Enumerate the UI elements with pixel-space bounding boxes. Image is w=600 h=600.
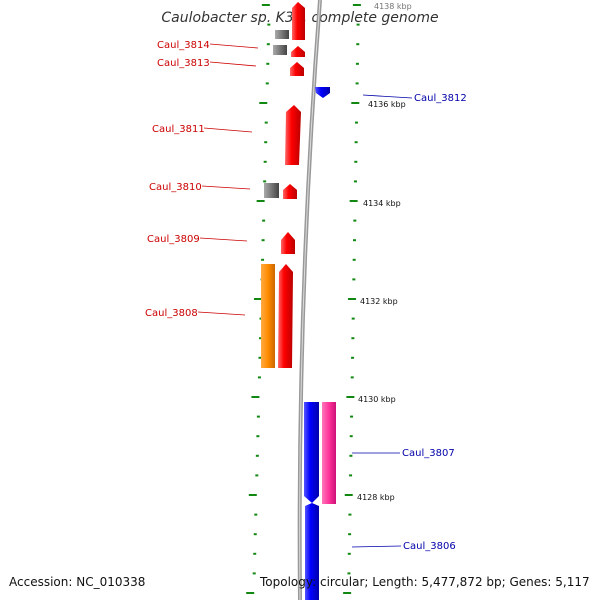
tick-label-4136: 4136 kbp: [368, 100, 406, 109]
accession-label: Accession: NC_010338: [9, 575, 146, 589]
gray-feature-3814[interactable]: [273, 45, 287, 55]
gene-caul-3809-shape[interactable]: [281, 232, 295, 254]
gene-top-red-feature[interactable]: [292, 2, 305, 40]
gene-caul-3808-shape[interactable]: [278, 264, 293, 368]
leader-line-3810: [201, 185, 251, 190]
leader-line-3806: [351, 545, 402, 548]
gene-label-caul-3810[interactable]: Caul_3810: [149, 182, 202, 193]
tick-label-4130: 4130 kbp: [358, 395, 396, 404]
tick-label-4128: 4128 kbp: [357, 493, 395, 502]
gene-label-caul-3807[interactable]: Caul_3807: [402, 448, 455, 459]
gene-label-caul-3809[interactable]: Caul_3809: [147, 234, 200, 245]
gene-label-caul-3808[interactable]: Caul_3808: [145, 308, 198, 319]
gene-caul-3807-shape[interactable]: [304, 402, 319, 503]
gene-label-caul-3813[interactable]: Caul_3813: [157, 58, 210, 69]
genome-summary-label: Topology: circular; Length: 5,477,872 bp…: [260, 575, 590, 589]
tick-label-4134: 4134 kbp: [363, 199, 401, 208]
gene-caul-3811-shape[interactable]: [285, 105, 301, 165]
gray-feature-3810[interactable]: [264, 183, 279, 198]
gene-label-caul-3812[interactable]: Caul_3812: [414, 93, 467, 104]
gene-caul-3806-shape[interactable]: [305, 503, 319, 600]
gene-label-caul-3814[interactable]: Caul_3814: [157, 40, 210, 51]
gene-caul-3814-shape[interactable]: [291, 46, 305, 57]
gene-caul-3810-shape[interactable]: [283, 184, 297, 199]
tick-label-4132: 4132 kbp: [360, 297, 398, 306]
pink-feature-3807[interactable]: [322, 402, 336, 504]
leader-line-3813: [209, 61, 257, 67]
gene-caul-3812-shape[interactable]: [315, 87, 330, 98]
leader-line-3812: [362, 94, 413, 99]
orange-feature-3808[interactable]: [261, 264, 275, 368]
gene-caul-3813-shape[interactable]: [290, 62, 304, 76]
gene-label-caul-3811[interactable]: Caul_3811: [152, 124, 205, 135]
right-tick-marks: [343, 4, 361, 594]
leader-line-3811: [203, 127, 253, 133]
gray-feature-top[interactable]: [275, 30, 289, 39]
tick-label-4138: 4138 kbp: [374, 2, 412, 11]
leader-line-3809: [199, 237, 248, 242]
leader-line-3814: [209, 43, 259, 49]
gene-label-caul-3806[interactable]: Caul_3806: [403, 541, 456, 552]
leader-line-3808: [197, 311, 246, 316]
